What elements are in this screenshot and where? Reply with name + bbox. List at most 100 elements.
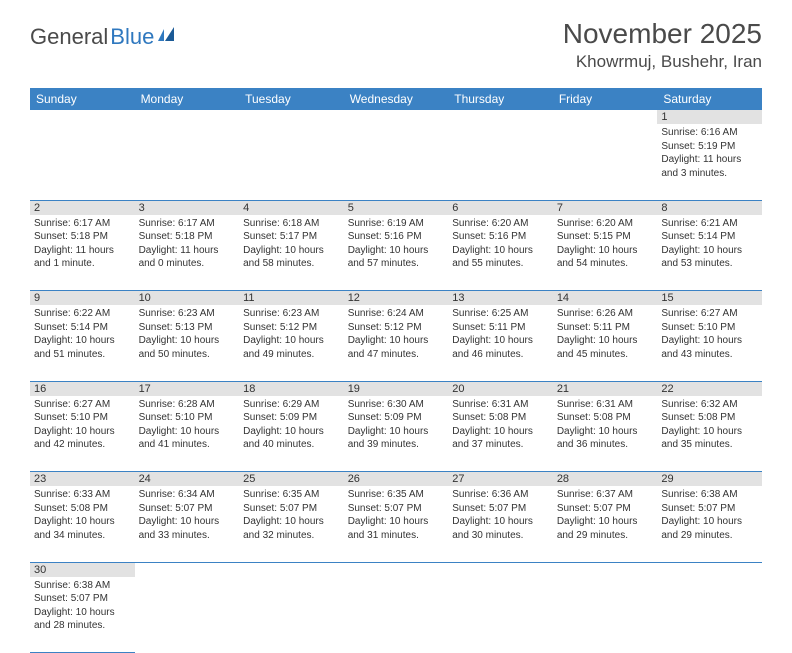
day-number-cell: 6 — [448, 200, 553, 215]
sunrise-text: Sunrise: 6:31 AM — [557, 398, 654, 412]
day-number-cell — [448, 110, 553, 124]
day-number-cell — [239, 562, 344, 577]
daynum-row: 2345678 — [30, 200, 762, 215]
daylight-text: Daylight: 10 hours and 46 minutes. — [452, 334, 549, 361]
sunset-text: Sunset: 5:13 PM — [139, 321, 236, 335]
sunrise-text: Sunrise: 6:28 AM — [139, 398, 236, 412]
sunset-text: Sunset: 5:15 PM — [557, 230, 654, 244]
content-row: Sunrise: 6:27 AMSunset: 5:10 PMDaylight:… — [30, 396, 762, 472]
flag-icon — [158, 27, 182, 48]
sunrise-text: Sunrise: 6:21 AM — [661, 217, 758, 231]
sunset-text: Sunset: 5:11 PM — [557, 321, 654, 335]
day-number-cell — [344, 110, 449, 124]
day-number-cell: 26 — [344, 472, 449, 487]
day-number-cell: 30 — [30, 562, 135, 577]
daylight-text: Daylight: 10 hours and 53 minutes. — [661, 244, 758, 271]
daylight-text: Daylight: 10 hours and 31 minutes. — [348, 515, 445, 542]
sunset-text: Sunset: 5:14 PM — [661, 230, 758, 244]
day-content-cell: Sunrise: 6:19 AMSunset: 5:16 PMDaylight:… — [344, 215, 449, 291]
daynum-row: 23242526272829 — [30, 472, 762, 487]
day-number-cell: 27 — [448, 472, 553, 487]
day-content-cell: Sunrise: 6:35 AMSunset: 5:07 PMDaylight:… — [239, 486, 344, 562]
sunrise-text: Sunrise: 6:30 AM — [348, 398, 445, 412]
page-header: General Blue November 2025 Khowrmuj, Bus… — [0, 0, 792, 80]
day-number-cell: 29 — [657, 472, 762, 487]
day-number-cell — [135, 110, 240, 124]
logo-text-general: General — [30, 24, 108, 50]
daylight-text: Daylight: 10 hours and 37 minutes. — [452, 425, 549, 452]
day-content-cell — [344, 577, 449, 653]
day-number-cell: 4 — [239, 200, 344, 215]
sunrise-text: Sunrise: 6:38 AM — [34, 579, 131, 593]
day-number-cell — [239, 110, 344, 124]
day-number-cell: 3 — [135, 200, 240, 215]
sunrise-text: Sunrise: 6:24 AM — [348, 307, 445, 321]
sunrise-text: Sunrise: 6:23 AM — [139, 307, 236, 321]
day-content-cell: Sunrise: 6:27 AMSunset: 5:10 PMDaylight:… — [30, 396, 135, 472]
day-content-cell: Sunrise: 6:27 AMSunset: 5:10 PMDaylight:… — [657, 305, 762, 381]
sunset-text: Sunset: 5:10 PM — [661, 321, 758, 335]
day-number-cell: 25 — [239, 472, 344, 487]
sunrise-text: Sunrise: 6:22 AM — [34, 307, 131, 321]
sunrise-text: Sunrise: 6:36 AM — [452, 488, 549, 502]
content-row: Sunrise: 6:38 AMSunset: 5:07 PMDaylight:… — [30, 577, 762, 653]
day-number-cell: 12 — [344, 291, 449, 306]
sunrise-text: Sunrise: 6:35 AM — [243, 488, 340, 502]
sunset-text: Sunset: 5:10 PM — [139, 411, 236, 425]
sunset-text: Sunset: 5:07 PM — [348, 502, 445, 516]
sunset-text: Sunset: 5:12 PM — [348, 321, 445, 335]
sunrise-text: Sunrise: 6:38 AM — [661, 488, 758, 502]
day-content-cell: Sunrise: 6:18 AMSunset: 5:17 PMDaylight:… — [239, 215, 344, 291]
day-content-cell: Sunrise: 6:16 AMSunset: 5:19 PMDaylight:… — [657, 124, 762, 200]
daylight-text: Daylight: 10 hours and 43 minutes. — [661, 334, 758, 361]
daynum-row: 9101112131415 — [30, 291, 762, 306]
day-number-cell: 22 — [657, 381, 762, 396]
daylight-text: Daylight: 10 hours and 49 minutes. — [243, 334, 340, 361]
day-number-cell — [448, 562, 553, 577]
daylight-text: Daylight: 11 hours and 1 minute. — [34, 244, 131, 271]
daynum-row: 16171819202122 — [30, 381, 762, 396]
daylight-text: Daylight: 10 hours and 47 minutes. — [348, 334, 445, 361]
sunrise-text: Sunrise: 6:26 AM — [557, 307, 654, 321]
daynum-row: 1 — [30, 110, 762, 124]
sunrise-text: Sunrise: 6:33 AM — [34, 488, 131, 502]
sunset-text: Sunset: 5:12 PM — [243, 321, 340, 335]
title-block: November 2025 Khowrmuj, Bushehr, Iran — [563, 18, 762, 72]
day-content-cell: Sunrise: 6:22 AMSunset: 5:14 PMDaylight:… — [30, 305, 135, 381]
daylight-text: Daylight: 10 hours and 50 minutes. — [139, 334, 236, 361]
day-content-cell: Sunrise: 6:35 AMSunset: 5:07 PMDaylight:… — [344, 486, 449, 562]
sunrise-text: Sunrise: 6:31 AM — [452, 398, 549, 412]
day-content-cell: Sunrise: 6:34 AMSunset: 5:07 PMDaylight:… — [135, 486, 240, 562]
daylight-text: Daylight: 10 hours and 28 minutes. — [34, 606, 131, 633]
day-content-cell: Sunrise: 6:23 AMSunset: 5:13 PMDaylight:… — [135, 305, 240, 381]
sunrise-text: Sunrise: 6:20 AM — [452, 217, 549, 231]
day-content-cell — [448, 577, 553, 653]
day-content-cell: Sunrise: 6:32 AMSunset: 5:08 PMDaylight:… — [657, 396, 762, 472]
sunset-text: Sunset: 5:16 PM — [452, 230, 549, 244]
daylight-text: Daylight: 10 hours and 29 minutes. — [661, 515, 758, 542]
day-number-cell: 13 — [448, 291, 553, 306]
day-number-cell: 14 — [553, 291, 658, 306]
day-content-cell: Sunrise: 6:29 AMSunset: 5:09 PMDaylight:… — [239, 396, 344, 472]
day-number-cell: 9 — [30, 291, 135, 306]
day-number-cell: 11 — [239, 291, 344, 306]
sunset-text: Sunset: 5:08 PM — [661, 411, 758, 425]
sunset-text: Sunset: 5:19 PM — [661, 140, 758, 154]
day-content-cell — [239, 124, 344, 200]
day-number-cell: 23 — [30, 472, 135, 487]
daylight-text: Daylight: 10 hours and 40 minutes. — [243, 425, 340, 452]
day-content-cell — [30, 124, 135, 200]
day-number-cell — [135, 562, 240, 577]
sunset-text: Sunset: 5:11 PM — [452, 321, 549, 335]
day-number-cell: 24 — [135, 472, 240, 487]
sunrise-text: Sunrise: 6:16 AM — [661, 126, 758, 140]
daylight-text: Daylight: 11 hours and 0 minutes. — [139, 244, 236, 271]
day-content-cell: Sunrise: 6:17 AMSunset: 5:18 PMDaylight:… — [135, 215, 240, 291]
sunrise-text: Sunrise: 6:35 AM — [348, 488, 445, 502]
sunrise-text: Sunrise: 6:29 AM — [243, 398, 340, 412]
month-title: November 2025 — [563, 18, 762, 50]
sunset-text: Sunset: 5:07 PM — [661, 502, 758, 516]
day-content-cell — [135, 577, 240, 653]
daylight-text: Daylight: 11 hours and 3 minutes. — [661, 153, 758, 180]
weekday-header: Sunday — [30, 88, 135, 110]
